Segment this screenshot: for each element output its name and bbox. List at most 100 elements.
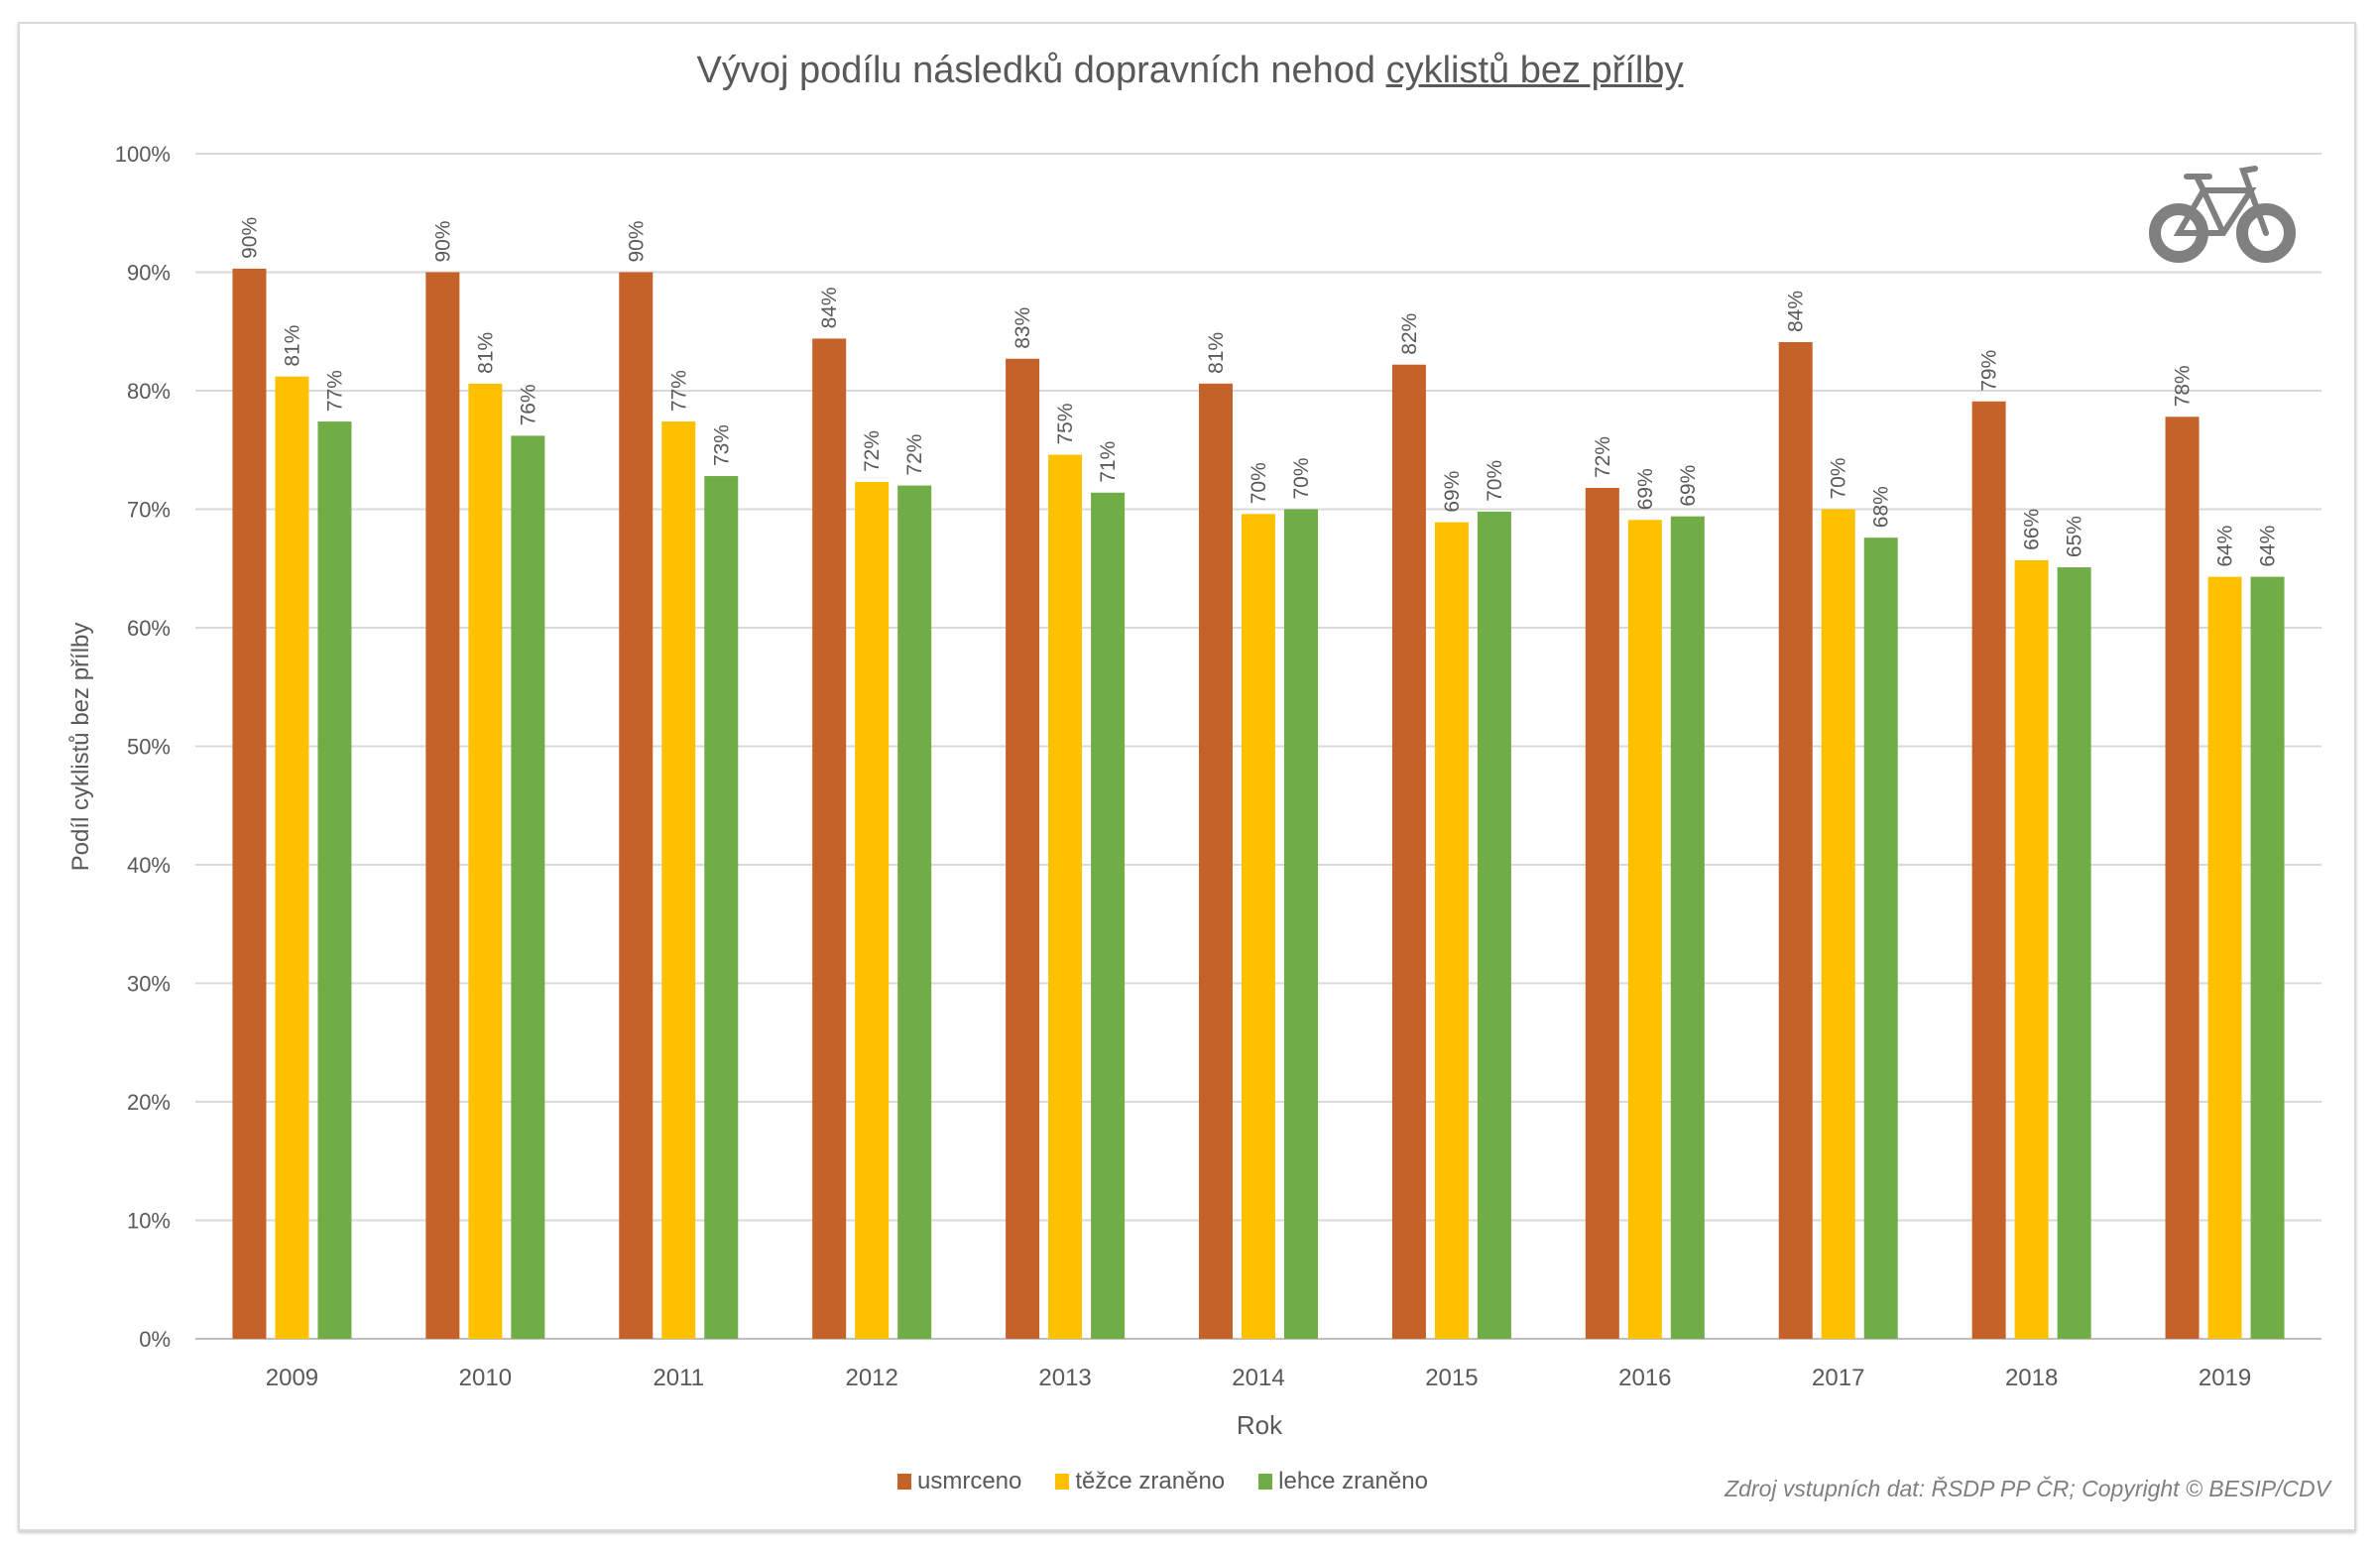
data-label: 77% [667,370,690,412]
chart-frame [18,22,2356,1531]
data-label: 70% [1484,460,1506,502]
data-label: 77% [323,370,346,412]
data-label: 66% [2021,509,2044,550]
bar-lehce-zraněno-2009 [317,421,352,1339]
bar-lehce-zraněno-2015 [1477,511,1511,1339]
x-tick-label: 2015 [1425,1365,1478,1391]
data-label: 83% [1012,307,1034,349]
data-label: 90% [625,220,648,262]
bicycle-icon [2149,166,2296,263]
data-label: 81% [474,332,497,374]
data-label: 68% [1870,486,1893,528]
bar-lehce-zraněno-2012 [897,485,932,1340]
y-tick-label: 70% [127,498,171,523]
bar-těžce-zraněno-2015 [1434,522,1469,1339]
title-text: Vývoj podílu následků dopravních nehod [696,50,1386,91]
x-tick-label: 2014 [1232,1365,1284,1391]
x-tick-label: 2011 [653,1365,704,1391]
bar-těžce-zraněno-2017 [1821,509,1855,1339]
x-tick-label: 2009 [266,1365,318,1391]
y-tick-label: 0% [139,1327,171,1352]
data-label: 70% [1828,457,1850,499]
bar-usmrceno-2016 [1585,487,1619,1339]
bar-těžce-zraněno-2009 [275,376,309,1339]
data-label: 71% [1097,441,1120,483]
bar-usmrceno-2009 [232,268,267,1339]
data-label: 75% [1054,403,1077,444]
data-label: 76% [517,384,539,425]
data-label: 78% [2172,365,2195,407]
y-tick-label: 80% [127,379,171,404]
legend-item-lehce-zraneno: lehce zraněno [1258,1468,1428,1495]
data-label: 84% [1785,291,1808,332]
data-label: 64% [2257,526,2280,567]
y-tick-label: 30% [127,972,171,997]
legend-swatch [1055,1474,1070,1490]
chart-title: Vývoj podílu následků dopravních nehod c… [0,50,2380,92]
bar-lehce-zraněno-2018 [2057,567,2091,1339]
y-tick-label: 10% [127,1209,171,1234]
data-label: 64% [2214,526,2237,567]
y-tick-label: 90% [127,261,171,286]
bar-usmrceno-2017 [1778,342,1813,1339]
legend-swatch [1258,1474,1273,1490]
y-tick-label: 50% [127,735,171,760]
x-tick-label: 2016 [1618,1365,1671,1391]
legend-label: usmrceno [917,1468,1022,1494]
x-tick-label: 2010 [459,1365,512,1391]
bar-těžce-zraněno-2019 [2207,576,2242,1339]
data-label: 69% [1634,468,1657,510]
title-underlined-text: cyklistů bez přílby [1385,50,1684,91]
x-tick-label: 2012 [845,1365,897,1391]
data-label: 82% [1398,313,1421,355]
y-tick-label: 40% [127,853,171,878]
data-label: 84% [818,287,841,328]
data-label: 70% [1290,457,1313,499]
y-axis-title: Podíl cyklistů bez přílby [67,622,94,872]
legend-label: těžce zraněno [1075,1468,1226,1494]
y-tick-label: 60% [127,616,171,641]
bar-lehce-zraněno-2014 [1284,509,1318,1339]
bar-usmrceno-2018 [1971,401,2006,1339]
data-label: 70% [1248,462,1270,504]
bar-těžce-zraněno-2014 [1242,514,1275,1339]
x-tick-label: 2017 [1812,1365,1864,1391]
bar-lehce-zraněno-2019 [2250,576,2285,1339]
data-label: 72% [861,430,884,472]
legend-swatch [897,1474,911,1490]
bar-usmrceno-2010 [425,272,460,1339]
data-label: 69% [1677,465,1700,507]
bar-usmrceno-2013 [1006,358,1040,1339]
bar-těžce-zraněno-2011 [661,421,696,1339]
bar-těžce-zraněno-2013 [1048,454,1083,1339]
bar-usmrceno-2014 [1199,383,1233,1340]
data-label: 69% [1441,471,1464,513]
data-label: 79% [1978,350,2001,392]
legend-label: lehce zraněno [1278,1468,1428,1494]
legend-item-usmrceno: usmrceno [897,1468,1021,1495]
bar-usmrceno-2011 [619,272,654,1339]
bar-těžce-zraněno-2018 [2014,559,2049,1339]
bar-lehce-zraněno-2011 [704,476,739,1339]
bar-usmrceno-2019 [2165,417,2200,1339]
bar-těžce-zraněno-2010 [468,383,503,1340]
source-note: Zdroj vstupních dat: ŘSDP PP ČR; Copyrig… [1725,1476,2330,1501]
x-axis-title: Rok [1236,1410,1283,1440]
bar-usmrceno-2012 [812,338,847,1339]
bar-těžce-zraněno-2012 [855,482,890,1339]
y-tick-label: 100% [115,142,171,167]
data-label: 90% [238,217,261,259]
data-label: 65% [2064,516,2086,557]
data-label: 81% [1205,332,1228,374]
data-label: 73% [710,424,733,466]
bar-lehce-zraněno-2016 [1670,516,1705,1339]
legend: usmrceno těžce zraněno lehce zraněno [897,1468,1428,1495]
bar-lehce-zraněno-2013 [1091,492,1126,1339]
bar-usmrceno-2015 [1391,364,1426,1340]
data-label: 90% [431,220,454,262]
bar-lehce-zraněno-2017 [1863,538,1898,1339]
data-label: 72% [1592,436,1614,478]
legend-item-tezce-zraneno: těžce zraněno [1055,1468,1225,1495]
y-tick-label: 20% [127,1090,171,1115]
